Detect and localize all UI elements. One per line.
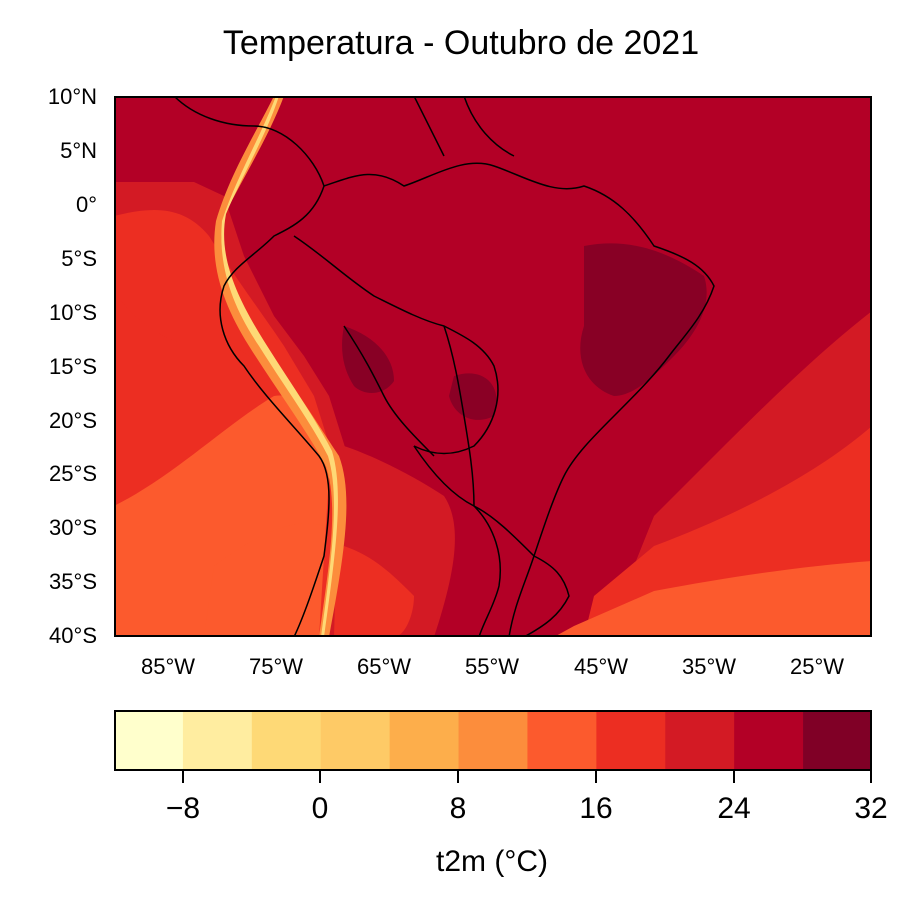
colorbar-tick-label: 32 bbox=[854, 792, 888, 825]
country-borders bbox=[173, 96, 715, 637]
colorbar-tick bbox=[319, 771, 321, 783]
field-andes bbox=[214, 96, 347, 637]
field-land-hot bbox=[580, 243, 707, 396]
colorbar-tick-label: 0 bbox=[311, 792, 329, 825]
colorbar-swatch bbox=[665, 710, 735, 771]
colorbar-swatch bbox=[251, 710, 322, 771]
colorbar-swatch bbox=[182, 710, 253, 771]
field-atlantic-16 bbox=[554, 561, 872, 637]
colorbar-swatch bbox=[596, 710, 666, 771]
colorbar-swatch bbox=[734, 710, 804, 771]
colorbar-tick-label: −8 bbox=[165, 792, 201, 825]
map-title: Temperatura - Outubro de 2021 bbox=[222, 24, 700, 62]
lat-label: 10°N bbox=[47, 84, 97, 109]
lat-label: 10°S bbox=[49, 300, 97, 325]
lat-label: 25°S bbox=[49, 461, 97, 486]
colorbar-swatch bbox=[114, 710, 184, 771]
colorbar-swatch bbox=[527, 710, 597, 771]
colorbar-tick-label: 8 bbox=[449, 792, 467, 825]
lat-label: 30°S bbox=[49, 515, 97, 540]
lon-label: 35°W bbox=[681, 654, 737, 679]
lat-label: 15°S bbox=[49, 354, 97, 379]
lat-label: 35°S bbox=[49, 569, 97, 594]
colorbar-tick bbox=[733, 771, 735, 783]
field-andes-high bbox=[221, 96, 338, 637]
colorbar-label: t2m (°C) bbox=[436, 845, 548, 878]
lon-label: 55°W bbox=[464, 654, 520, 679]
colorbar bbox=[114, 710, 872, 771]
lat-label: 40°S bbox=[49, 623, 97, 648]
colorbar-swatch bbox=[320, 710, 391, 771]
lat-label: 5°N bbox=[60, 138, 97, 163]
lon-label: 25°W bbox=[789, 654, 845, 679]
colorbar-tick-label: 24 bbox=[717, 792, 751, 825]
colorbar-tick bbox=[182, 771, 184, 783]
lat-label: 5°S bbox=[61, 246, 97, 271]
colorbar-tick bbox=[870, 771, 872, 783]
lat-label: 20°S bbox=[49, 408, 97, 433]
colorbar-tick-label: 16 bbox=[579, 792, 613, 825]
colorbar-tick bbox=[457, 771, 459, 783]
temperature-map bbox=[114, 96, 872, 637]
field-pacific-8 bbox=[204, 523, 324, 637]
colorbar-swatch bbox=[458, 710, 529, 771]
colorbar-swatch bbox=[389, 710, 460, 771]
lon-label: 45°W bbox=[573, 654, 629, 679]
colorbar-swatch bbox=[803, 710, 872, 771]
lon-label: 85°W bbox=[140, 654, 196, 679]
lat-label: 0° bbox=[75, 192, 97, 217]
field-land-hot3 bbox=[449, 373, 497, 420]
lon-label: 65°W bbox=[356, 654, 412, 679]
lon-label: 75°W bbox=[248, 654, 304, 679]
field-land-south2 bbox=[334, 546, 414, 637]
colorbar-tick bbox=[595, 771, 597, 783]
